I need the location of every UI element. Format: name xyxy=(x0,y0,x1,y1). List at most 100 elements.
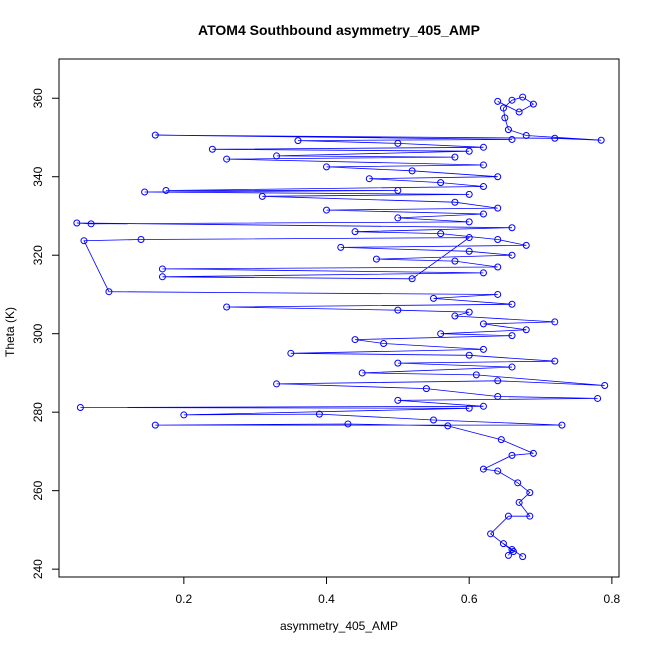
x-tick-label: 0.6 xyxy=(461,592,478,606)
data-point xyxy=(380,340,388,348)
data-point xyxy=(479,465,487,473)
data-point xyxy=(508,546,516,554)
data-point xyxy=(358,369,366,377)
data-point xyxy=(526,512,534,520)
data-point xyxy=(430,294,438,302)
data-point xyxy=(80,237,88,245)
data-point xyxy=(494,290,502,298)
data-point xyxy=(258,192,266,200)
data-point xyxy=(76,403,84,411)
data-point xyxy=(551,318,559,326)
data-point xyxy=(497,436,505,444)
data-point xyxy=(394,359,402,367)
data-point xyxy=(504,512,512,520)
data-point xyxy=(394,214,402,222)
data-point xyxy=(273,380,281,388)
data-point xyxy=(519,553,527,561)
series-layer xyxy=(73,93,609,561)
data-point xyxy=(365,175,373,183)
data-point xyxy=(223,303,231,311)
data-point xyxy=(508,332,516,340)
data-point xyxy=(437,330,445,338)
data-point xyxy=(508,96,516,104)
data-point xyxy=(494,204,502,212)
data-point xyxy=(73,219,81,227)
data-point xyxy=(597,136,605,144)
data-point xyxy=(451,153,459,161)
data-point xyxy=(508,251,516,259)
data-point xyxy=(444,422,452,430)
data-point xyxy=(137,236,145,244)
y-tick-label: 340 xyxy=(31,166,45,186)
data-point xyxy=(508,363,516,371)
data-point xyxy=(465,234,473,242)
data-point xyxy=(394,396,402,404)
data-point xyxy=(323,163,331,171)
data-point xyxy=(494,97,502,105)
data-point xyxy=(519,93,527,101)
data-point xyxy=(422,385,430,393)
data-point xyxy=(105,288,113,296)
data-point xyxy=(494,377,502,385)
data-point xyxy=(508,224,516,232)
x-tick-label: 0.2 xyxy=(175,592,192,606)
data-point xyxy=(508,451,516,459)
data-point xyxy=(479,210,487,218)
data-point xyxy=(479,320,487,328)
data-point xyxy=(551,134,559,142)
data-point xyxy=(451,312,459,320)
data-point xyxy=(287,349,295,357)
data-point xyxy=(526,489,534,497)
data-point xyxy=(594,394,602,402)
y-tick-label: 360 xyxy=(31,88,45,108)
data-point xyxy=(372,255,380,263)
data-point xyxy=(394,139,402,147)
data-point xyxy=(494,263,502,271)
data-point xyxy=(465,247,473,255)
data-point xyxy=(515,108,523,116)
data-point xyxy=(223,155,231,163)
data-point xyxy=(472,371,480,379)
data-point xyxy=(351,336,359,344)
data-point xyxy=(487,530,495,538)
data-point xyxy=(294,137,302,145)
data-point xyxy=(87,220,95,228)
data-point xyxy=(408,167,416,175)
data-point xyxy=(141,188,149,196)
data-point xyxy=(499,104,507,112)
y-tick-label: 320 xyxy=(31,245,45,265)
data-point xyxy=(479,402,487,410)
data-point xyxy=(515,498,523,506)
data-point xyxy=(514,479,522,487)
y-axis-label: Theta (K) xyxy=(3,307,17,357)
data-point xyxy=(499,540,507,548)
data-point xyxy=(479,161,487,169)
y-tick-label: 280 xyxy=(31,402,45,422)
data-point xyxy=(451,257,459,265)
data-point xyxy=(479,345,487,353)
data-point xyxy=(601,381,609,389)
data-point xyxy=(162,186,170,194)
y-tick-label: 300 xyxy=(31,323,45,343)
data-point xyxy=(551,357,559,365)
data-point xyxy=(465,147,473,155)
data-point xyxy=(494,173,502,181)
data-point xyxy=(315,410,323,418)
data-point xyxy=(151,421,159,429)
chart-title: ATOM4 Southbound asymmetry_405_AMP xyxy=(198,22,480,38)
data-point xyxy=(273,152,281,160)
data-point xyxy=(430,416,438,424)
data-point xyxy=(344,420,352,428)
data-point xyxy=(465,308,473,316)
data-point xyxy=(494,236,502,244)
x-tick-label: 0.8 xyxy=(604,592,621,606)
data-point xyxy=(504,551,512,559)
data-point xyxy=(408,275,416,283)
data-point xyxy=(522,326,530,334)
data-point xyxy=(479,269,487,277)
data-point xyxy=(494,467,502,475)
x-tick-label: 0.4 xyxy=(318,592,335,606)
data-point xyxy=(323,206,331,214)
